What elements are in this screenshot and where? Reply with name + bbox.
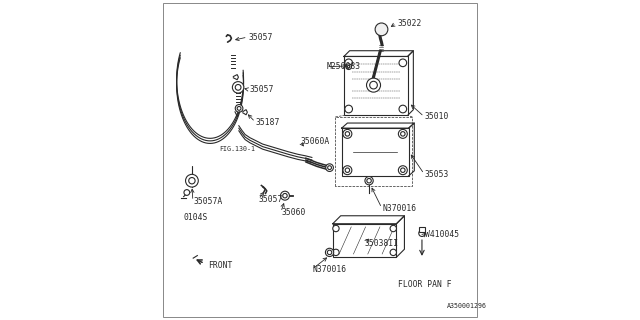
Circle shape	[345, 168, 349, 172]
Circle shape	[343, 166, 352, 175]
Circle shape	[343, 129, 352, 138]
Text: 35187: 35187	[255, 118, 280, 127]
Circle shape	[283, 194, 287, 198]
Circle shape	[390, 225, 396, 232]
Text: 35010: 35010	[424, 113, 449, 122]
Bar	[342, 128, 408, 176]
Text: 0104S: 0104S	[184, 213, 208, 222]
Text: M250083: M250083	[326, 62, 360, 71]
Circle shape	[232, 82, 244, 93]
Text: 35057A: 35057A	[193, 197, 223, 206]
Circle shape	[348, 65, 350, 68]
Circle shape	[345, 59, 353, 67]
Bar	[419, 227, 424, 232]
Circle shape	[186, 174, 198, 187]
Text: FRONT: FRONT	[208, 261, 232, 270]
Text: 35022: 35022	[397, 19, 422, 28]
Text: 35057: 35057	[259, 195, 284, 204]
Circle shape	[370, 81, 378, 89]
Circle shape	[398, 129, 407, 138]
Text: A350001296: A350001296	[447, 303, 487, 309]
Text: FLOOR PAN F: FLOOR PAN F	[398, 280, 452, 289]
Text: FIG.130-1: FIG.130-1	[219, 146, 255, 152]
Bar	[333, 224, 396, 257]
Circle shape	[401, 132, 405, 136]
Circle shape	[346, 64, 351, 69]
Circle shape	[398, 166, 407, 175]
Circle shape	[189, 178, 195, 184]
Circle shape	[326, 164, 333, 172]
Text: 35057: 35057	[249, 85, 274, 94]
Text: 35060A: 35060A	[300, 137, 330, 146]
Circle shape	[365, 177, 373, 185]
Text: W410045: W410045	[424, 230, 459, 239]
Circle shape	[184, 190, 189, 196]
Text: 35038II: 35038II	[365, 239, 399, 248]
Circle shape	[328, 166, 332, 170]
Circle shape	[390, 249, 396, 256]
Circle shape	[401, 168, 405, 172]
Text: N370016: N370016	[312, 265, 346, 275]
Text: 35053: 35053	[424, 170, 449, 179]
Circle shape	[325, 248, 333, 257]
Circle shape	[333, 225, 339, 232]
Circle shape	[236, 105, 243, 112]
Circle shape	[333, 249, 339, 256]
Circle shape	[367, 179, 371, 183]
Circle shape	[399, 105, 406, 113]
Circle shape	[367, 78, 381, 92]
Circle shape	[237, 107, 241, 110]
Circle shape	[399, 59, 406, 67]
Circle shape	[327, 250, 332, 255]
Circle shape	[345, 132, 349, 136]
Circle shape	[236, 84, 241, 90]
Circle shape	[345, 105, 353, 113]
Circle shape	[419, 230, 425, 236]
Text: N370016: N370016	[382, 204, 416, 213]
Text: 35057: 35057	[248, 33, 273, 42]
Text: 35060: 35060	[281, 208, 305, 217]
Circle shape	[375, 23, 388, 36]
Circle shape	[280, 191, 289, 200]
Bar	[344, 56, 408, 116]
